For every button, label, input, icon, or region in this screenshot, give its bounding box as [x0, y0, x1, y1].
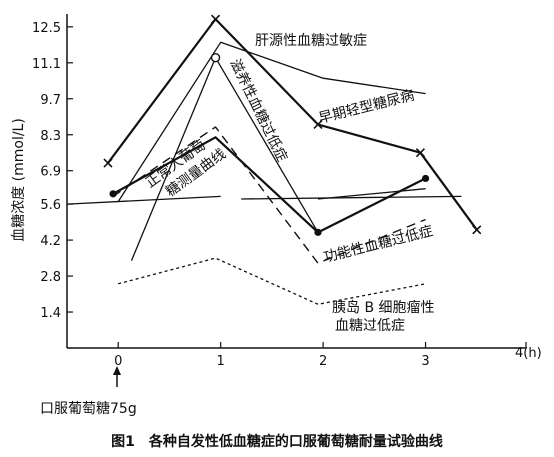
y-tick-label: 11.1 [32, 57, 61, 72]
y-tick-label: 12.5 [32, 21, 61, 36]
glucose-intake-annotation: 口服葡萄糖75g [40, 366, 137, 417]
series-marker-x [210, 14, 221, 24]
x-tick-label: 2 [319, 354, 327, 369]
marker-stroke [313, 119, 323, 130]
series-label-liver: 肝源性血糖过敏症 [255, 33, 367, 49]
series-line-4 [112, 126, 426, 264]
series-line-5 [118, 257, 426, 305]
series-line-0 [117, 41, 426, 202]
series-line-6 [66, 195, 221, 205]
series-label-early-diabetes: 早期轻型糖尿病 [317, 88, 416, 127]
series-marker-x [103, 158, 113, 168]
marker-stroke [472, 225, 482, 235]
annotation-arrow-head [113, 366, 121, 375]
series-label-insulinoma-line2: 血糖过低症 [335, 318, 405, 334]
series-marker-dot [314, 228, 322, 236]
series-marker-dot [421, 174, 430, 183]
annotation-text: 口服葡萄糖75g [40, 401, 137, 417]
series-line-3 [112, 136, 427, 234]
marker-stroke [415, 148, 425, 158]
marker-stroke [210, 14, 221, 24]
y-tick-label: 4.2 [40, 234, 61, 249]
y-tick-label: 9.7 [40, 93, 61, 108]
y-axis-title: 血糖浓度 (mmol/L) [11, 118, 27, 242]
x-tick-label: 1 [217, 354, 225, 369]
series-marker-x [472, 225, 482, 235]
series-marker-x [415, 148, 425, 158]
y-tick-label: 5.6 [40, 198, 61, 213]
chart-ticks: 12.5 11.1 9.7 8.3 6.9 5.6 4.2 2.8 1.4 0 1 2 3 [32, 21, 527, 369]
y-tick-label: 6.9 [40, 165, 61, 180]
series-marker-x [313, 119, 323, 130]
series-label-alimentary: 滋养性血糖过低症 [226, 57, 289, 165]
x-axis-unit-label: 4(h) [515, 346, 542, 361]
x-tick-label: 3 [421, 354, 429, 369]
chart-axes [66, 14, 526, 349]
y-tick-label: 1.4 [40, 306, 61, 321]
series-label-functional: 功能性血糖过低症 [322, 223, 435, 266]
marker-stroke [103, 158, 113, 168]
y-tick-label: 8.3 [40, 129, 61, 144]
chart-series [66, 14, 482, 305]
figure-caption: 图1 各种自发性低血糖症的口服葡萄糖耐量试验曲线 [111, 433, 443, 450]
series-line-7 [241, 195, 462, 200]
y-tick-label: 2.8 [40, 270, 61, 285]
series-label-insulinoma-line1: 胰岛 B 细胞瘤性 [332, 299, 435, 316]
series-line-8 [317, 188, 426, 200]
series-marker-circle [210, 52, 221, 63]
x-tick-label: 0 [114, 354, 122, 369]
